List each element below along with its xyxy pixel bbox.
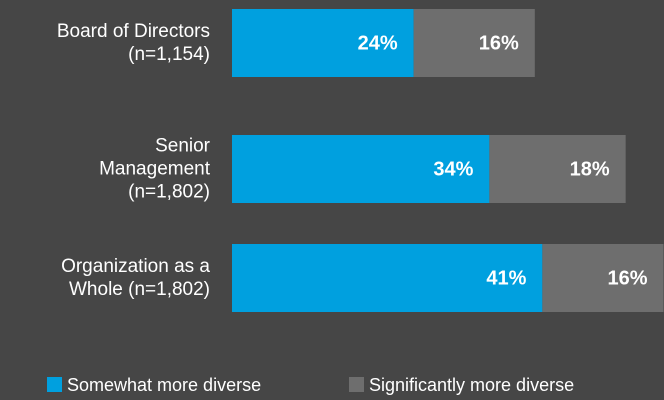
legend-swatch <box>349 377 364 392</box>
value-label: 41% <box>486 267 526 289</box>
legend-label: Significantly more diverse <box>369 375 574 395</box>
category-label: Organization as a Whole (n=1,802) <box>61 256 210 300</box>
value-label: 24% <box>358 32 398 54</box>
value-label: 34% <box>433 158 473 180</box>
value-label: 16% <box>607 267 647 289</box>
legend-swatch <box>47 377 62 392</box>
bar-segment <box>542 244 664 312</box>
legend-label: Somewhat more diverse <box>67 375 261 395</box>
bar-segment <box>232 135 490 203</box>
value-label: 16% <box>479 32 519 54</box>
bar-segment <box>232 9 414 77</box>
category-label: Senior Management (n=1,802) <box>99 135 210 203</box>
value-label: 18% <box>570 158 610 180</box>
category-label: Board of Directors (n=1,154) <box>56 21 210 65</box>
bar-segment <box>489 135 626 203</box>
bar-segment <box>413 9 535 77</box>
bar-segment <box>232 244 543 312</box>
